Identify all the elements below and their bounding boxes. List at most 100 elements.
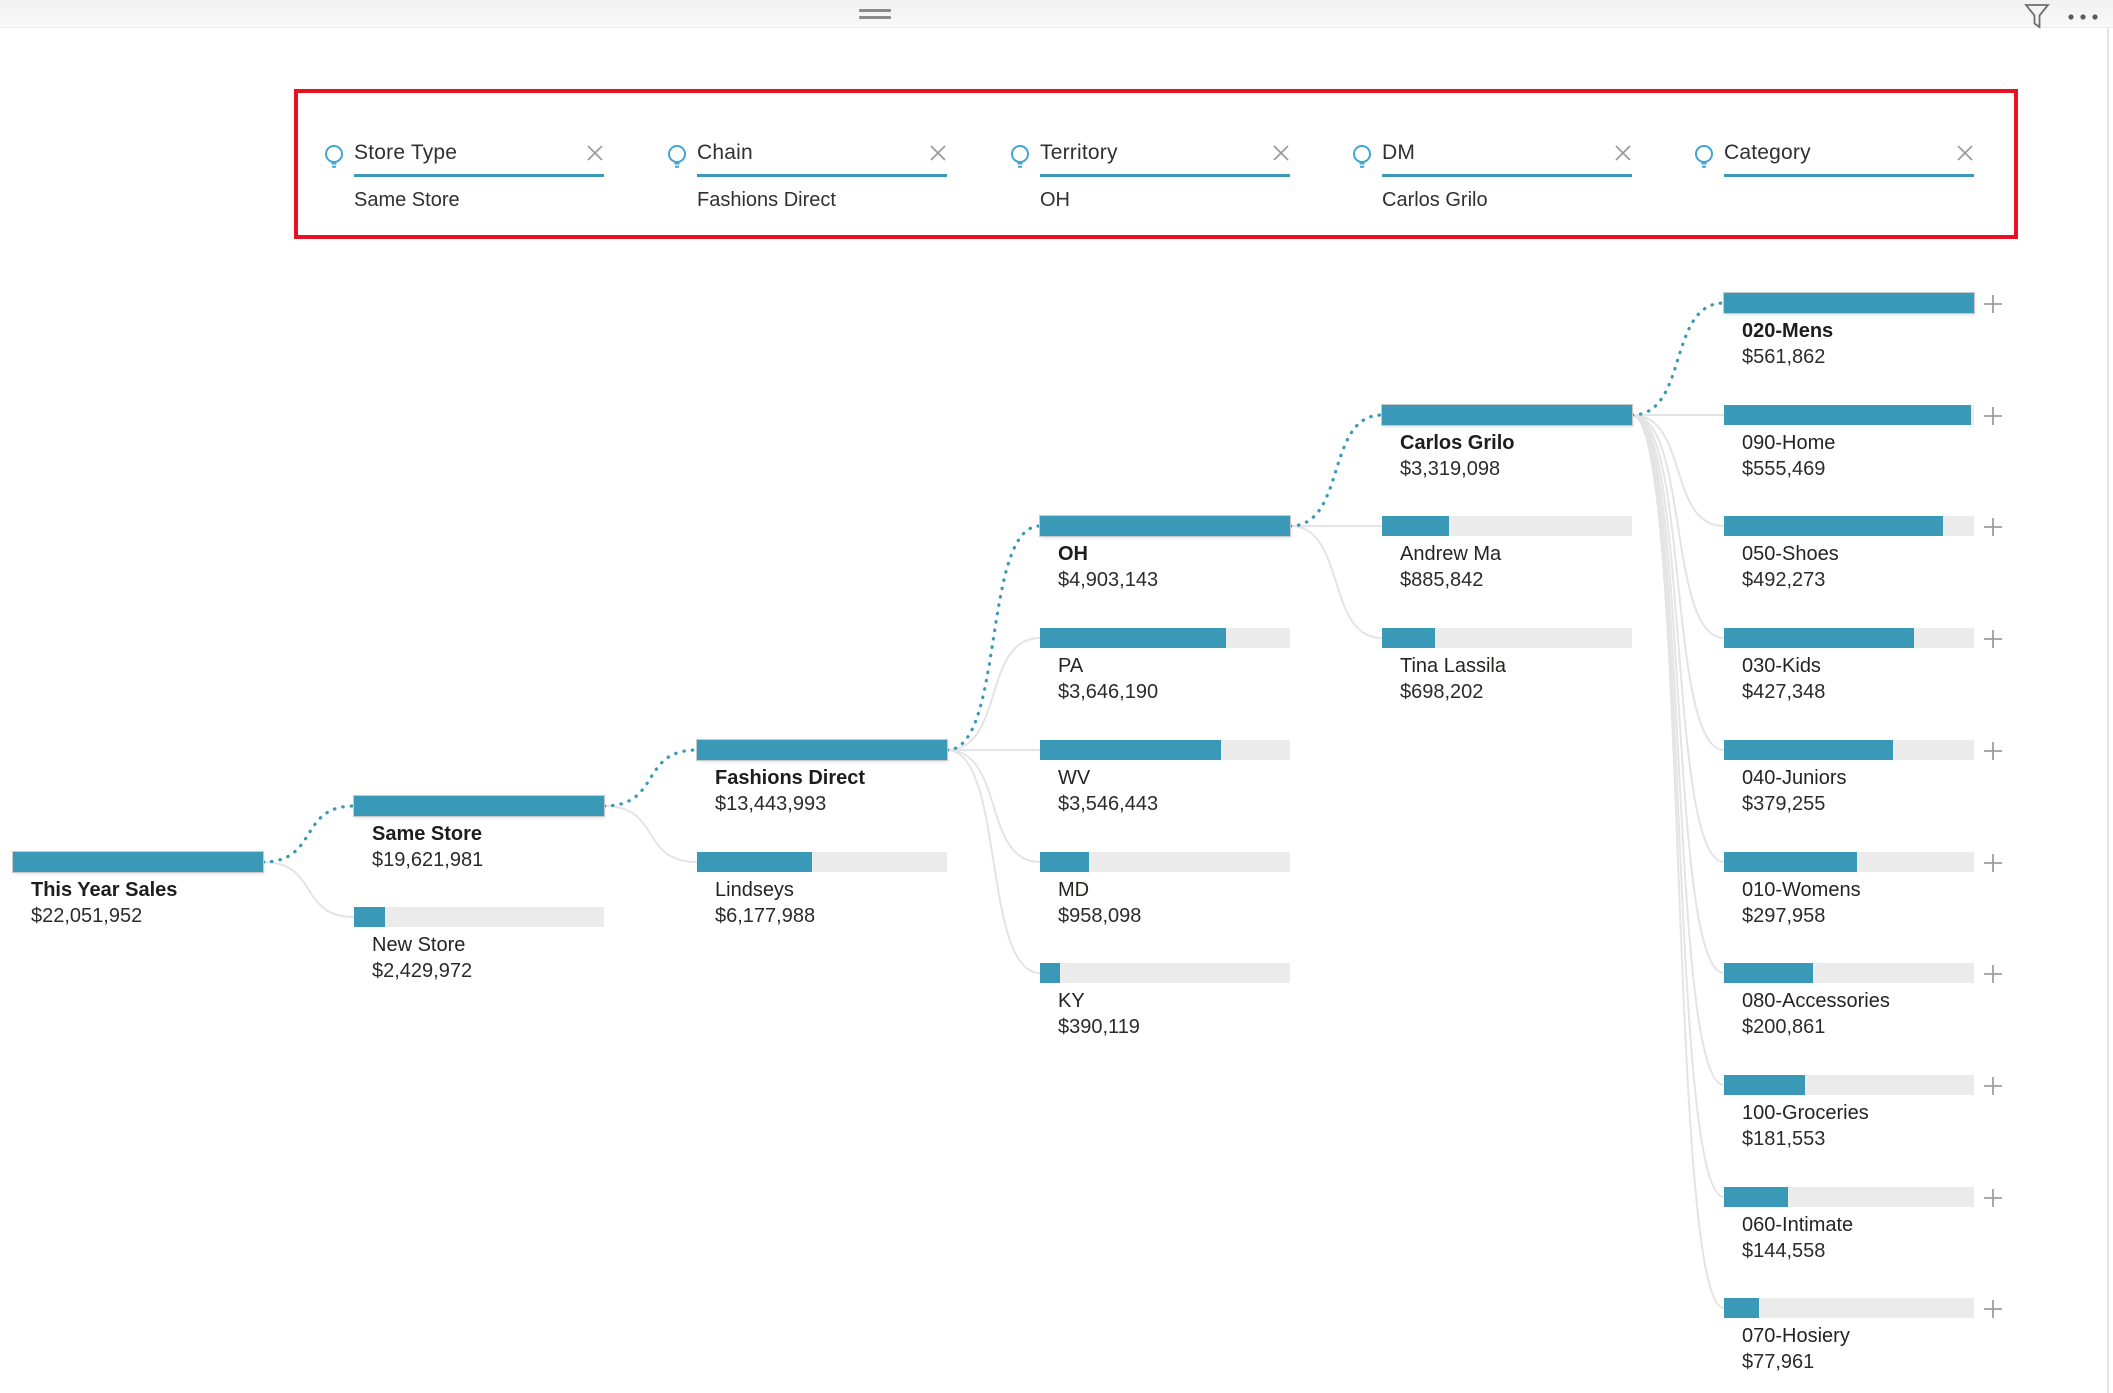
tree-node-050-shoes[interactable]: 050-Shoes $492,273 xyxy=(1724,516,2024,593)
connector-line xyxy=(946,637,1041,751)
tree-node-andrew-ma[interactable]: Andrew Ma $885,842 xyxy=(1382,516,1682,593)
node-bar[interactable] xyxy=(1724,405,1974,425)
tree-node-oh[interactable]: OH $4,903,143 xyxy=(1040,516,1340,593)
node-bar-fill xyxy=(1724,516,1943,536)
node-bar-fill xyxy=(1040,516,1290,536)
tree-node-lindseys[interactable]: Lindseys $6,177,988 xyxy=(697,852,997,929)
node-bar[interactable] xyxy=(354,796,604,816)
node-bar[interactable] xyxy=(1724,740,1974,760)
connector-line xyxy=(946,749,1041,974)
node-label: KY xyxy=(1058,990,1085,1012)
node-bar[interactable] xyxy=(1040,516,1290,536)
node-bar[interactable] xyxy=(1724,628,1974,648)
tree-node-wv[interactable]: WV $3,546,443 xyxy=(1040,740,1340,817)
breadcrumb-underline xyxy=(697,174,947,177)
tree-node-fashions-direct[interactable]: Fashions Direct $13,443,993 xyxy=(697,740,997,817)
expand-button[interactable] xyxy=(1982,963,2004,985)
expand-button[interactable] xyxy=(1982,516,2004,538)
node-bar[interactable] xyxy=(697,852,947,872)
tree-node-060-intimate[interactable]: 060-Intimate $144,558 xyxy=(1724,1187,2024,1264)
breadcrumb-field-label: Chain xyxy=(697,141,753,164)
tree-node-010-womens[interactable]: 010-Womens $297,958 xyxy=(1724,852,2024,929)
node-bar[interactable] xyxy=(1382,405,1632,425)
node-label: 030-Kids xyxy=(1742,655,1821,677)
remove-filter-button[interactable] xyxy=(929,144,947,167)
tree-node-ky[interactable]: KY $390,119 xyxy=(1040,963,1340,1040)
remove-filter-button[interactable] xyxy=(1614,144,1632,167)
node-bar[interactable] xyxy=(1382,628,1632,648)
node-bar-fill xyxy=(697,852,812,872)
node-bar[interactable] xyxy=(1040,628,1290,648)
node-bar[interactable] xyxy=(1724,1075,1974,1095)
node-bar[interactable] xyxy=(1724,516,1974,536)
breadcrumb-item-category[interactable]: Category xyxy=(1695,140,1974,220)
node-bar[interactable] xyxy=(1724,1187,1974,1207)
selected-path-line xyxy=(602,748,699,808)
node-bar[interactable] xyxy=(1724,852,1974,872)
node-bar-fill xyxy=(1724,293,1974,313)
node-value: $77,961 xyxy=(1742,1351,1815,1373)
node-label: Fashions Direct xyxy=(715,767,866,789)
connector-line xyxy=(1631,414,1725,751)
tree-node-same-store[interactable]: Same Store $19,621,981 xyxy=(354,796,654,873)
expand-button[interactable] xyxy=(1982,852,2004,874)
node-label: 080-Accessories xyxy=(1742,990,1890,1012)
node-bar[interactable] xyxy=(1040,963,1290,983)
expand-button[interactable] xyxy=(1982,293,2004,315)
breadcrumb-item-store-type[interactable]: Store Type Same Store xyxy=(325,140,604,220)
tree-node-030-kids[interactable]: 030-Kids $427,348 xyxy=(1724,628,2024,705)
breadcrumb-item-dm[interactable]: DM Carlos Grilo xyxy=(1353,140,1632,220)
expand-button[interactable] xyxy=(1982,1298,2004,1320)
tree-node-040-juniors[interactable]: 040-Juniors $379,255 xyxy=(1724,740,2024,817)
drag-handle-icon[interactable] xyxy=(859,9,891,12)
node-label: Andrew Ma xyxy=(1400,543,1502,565)
selected-path-line xyxy=(1288,413,1384,528)
tree-node-carlos-grilo[interactable]: Carlos Grilo $3,319,098 xyxy=(1382,405,1682,482)
node-bar[interactable] xyxy=(13,852,263,872)
node-bar[interactable] xyxy=(1382,516,1632,536)
node-bar[interactable] xyxy=(697,740,947,760)
tree-node-070-hosiery[interactable]: 070-Hosiery $77,961 xyxy=(1724,1298,2024,1375)
breadcrumb-value: Same Store xyxy=(354,189,460,211)
selected-path-line xyxy=(945,524,1042,752)
node-bar[interactable] xyxy=(1724,1298,1974,1318)
tree-node-tina-lassila[interactable]: Tina Lassila $698,202 xyxy=(1382,628,1682,705)
tree-node-this-year-sales[interactable]: This Year Sales $22,051,952 xyxy=(13,852,313,929)
node-bar[interactable] xyxy=(1040,740,1290,760)
node-bar[interactable] xyxy=(1040,852,1290,872)
node-value: $555,469 xyxy=(1742,458,1826,480)
tree-node-md[interactable]: MD $958,098 xyxy=(1040,852,1340,929)
tree-node-020-mens[interactable]: 020-Mens $561,862 xyxy=(1724,293,2024,370)
node-value: $6,177,988 xyxy=(715,905,816,927)
breadcrumb-underline xyxy=(1382,174,1632,177)
node-bar[interactable] xyxy=(1724,293,1974,313)
node-bar-fill xyxy=(1724,963,1814,983)
node-bar[interactable] xyxy=(1724,963,1974,983)
tree-node-100-groceries[interactable]: 100-Groceries $181,553 xyxy=(1724,1075,2024,1152)
remove-filter-button[interactable] xyxy=(1956,144,1974,167)
filter-funnel-icon[interactable] xyxy=(2022,1,2052,31)
node-bar[interactable] xyxy=(354,907,604,927)
node-bar-fill xyxy=(1382,405,1632,425)
remove-filter-button[interactable] xyxy=(1272,144,1290,167)
expand-button[interactable] xyxy=(1982,405,2004,427)
node-bar-fill xyxy=(13,852,263,872)
expand-button[interactable] xyxy=(1982,1187,2004,1209)
node-label: PA xyxy=(1058,655,1084,677)
tree-node-pa[interactable]: PA $3,646,190 xyxy=(1040,628,1340,705)
node-bar-fill xyxy=(1724,740,1893,760)
drag-handle-icon[interactable] xyxy=(859,16,891,19)
expand-button[interactable] xyxy=(1982,740,2004,762)
more-options-ellipsis-icon[interactable] xyxy=(2062,1,2106,29)
expand-button[interactable] xyxy=(1982,628,2004,650)
tree-node-new-store[interactable]: New Store $2,429,972 xyxy=(354,907,654,984)
remove-filter-button[interactable] xyxy=(586,144,604,167)
tree-node-080-accessories[interactable]: 080-Accessories $200,861 xyxy=(1724,963,2024,1040)
tree-node-090-home[interactable]: 090-Home $555,469 xyxy=(1724,405,2024,482)
breadcrumb-item-chain[interactable]: Chain Fashions Direct xyxy=(668,140,947,220)
connector-line xyxy=(1631,414,1725,863)
connector-line xyxy=(262,861,355,918)
breadcrumb-item-territory[interactable]: Territory OH xyxy=(1011,140,1290,220)
expand-button[interactable] xyxy=(1982,1075,2004,1097)
node-label: 070-Hosiery xyxy=(1742,1325,1850,1347)
